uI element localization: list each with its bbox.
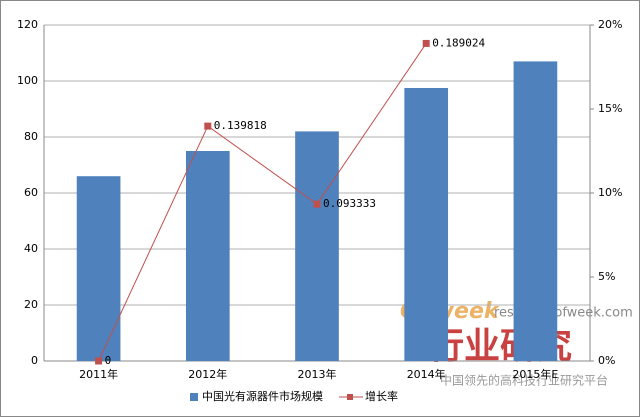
bar	[76, 176, 121, 361]
y-tick-label: 60	[24, 186, 38, 199]
x-tick-label: 2012年	[188, 367, 227, 381]
legend-swatch	[347, 394, 353, 400]
y-tick-label: 80	[24, 130, 38, 143]
x-tick-label: 2015年E	[512, 367, 558, 381]
line-marker	[313, 200, 321, 208]
data-label: 0.139818	[214, 119, 267, 132]
y-tick-label: 40	[24, 242, 38, 255]
line	[98, 43, 427, 362]
y2-tick-label: 10%	[598, 186, 622, 199]
y2-tick-label: 5%	[598, 270, 615, 283]
legend-label: 中国光有源器件市场规模	[202, 389, 323, 403]
y-tick-label: 20	[24, 298, 38, 311]
data-label: 0.189024	[432, 36, 485, 49]
bar	[513, 61, 558, 362]
y2-tick-label: 20%	[598, 18, 622, 31]
bar	[185, 151, 230, 361]
y-tick-label: 0	[31, 354, 38, 367]
y2-tick-label: 15%	[598, 102, 622, 115]
legend-swatch	[190, 393, 198, 401]
x-tick-label: 2014年	[407, 367, 446, 381]
line-marker	[204, 122, 212, 130]
bar	[404, 88, 449, 361]
x-tick-label: 2011年	[79, 367, 118, 381]
data-label: 0.093333	[323, 197, 376, 210]
line-marker	[422, 39, 430, 47]
y2-tick-label: 0%	[598, 354, 615, 367]
data-label: 0	[105, 354, 112, 367]
watermark-slogan: 中国领先的高科技行业研究平台	[440, 373, 608, 388]
legend-label: 增长率	[365, 389, 398, 403]
x-tick-label: 2013年	[298, 367, 337, 381]
bar	[295, 131, 339, 361]
y-tick-label: 100	[17, 74, 38, 87]
y-tick-label: 120	[17, 18, 38, 31]
line-marker	[95, 357, 103, 365]
